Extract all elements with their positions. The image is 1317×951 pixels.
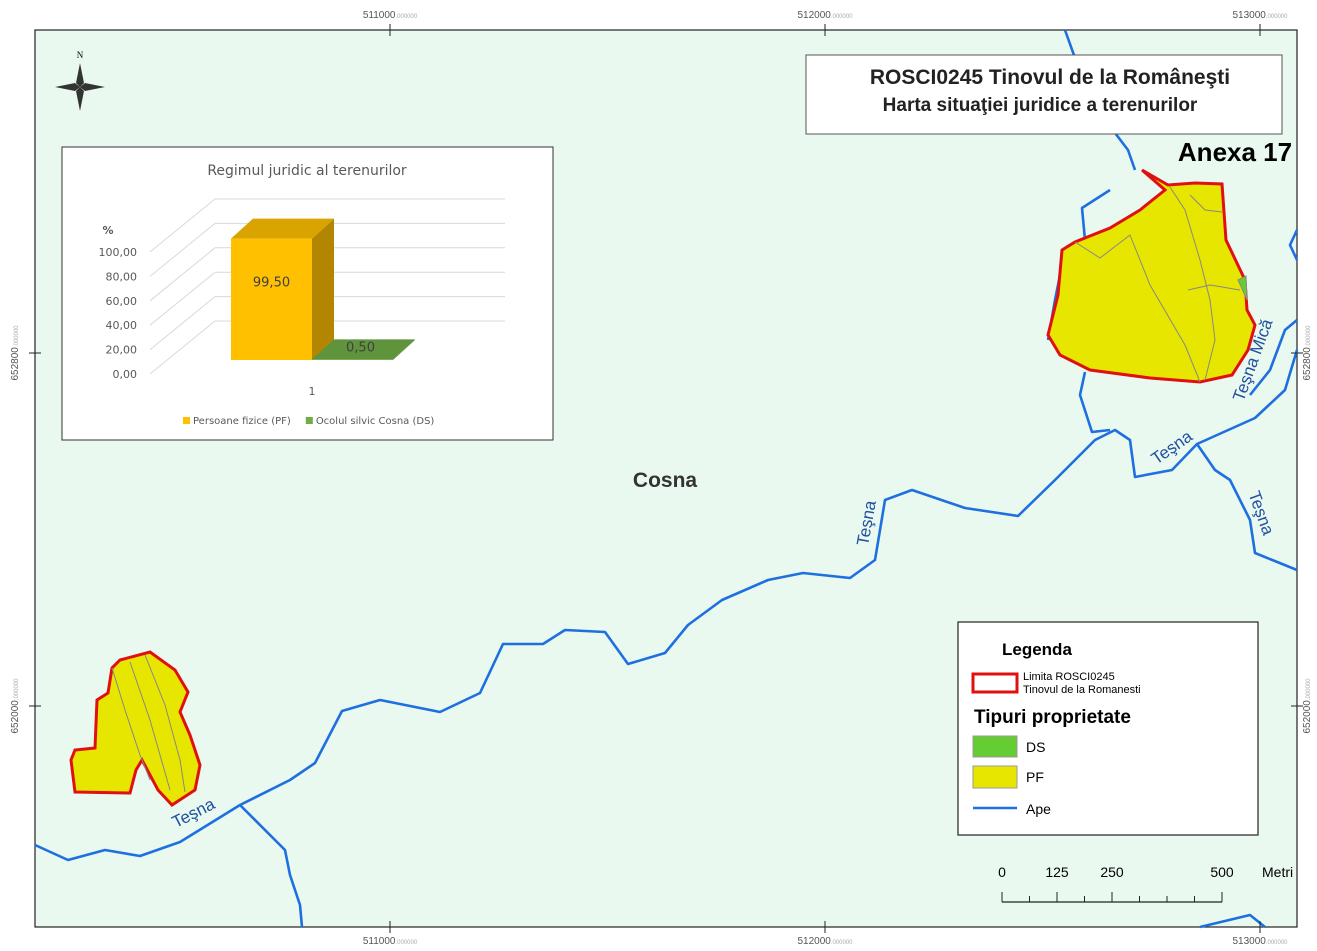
rivers [34,29,1299,929]
title-box: ROSCI0245 Tinovul de la Româneşti Harta … [805,54,1283,135]
scale-label: 0 [998,864,1006,880]
scale-bar: Metri 0 125 250 500 [998,864,1293,903]
scale-label: 250 [1100,864,1124,880]
bar-top [312,339,415,360]
value-label: 99,50 [253,276,290,291]
x-coord: 512000.000000 [797,10,853,21]
y-coord: 652000.000000 [10,678,21,734]
y-tick-label: 20,00 [106,344,138,357]
map-title: ROSCI0245 Tinovul de la Româneşti [870,66,1230,89]
compass: N [55,50,105,111]
value-label: 0,50 [346,340,375,355]
legend-title: Legenda [1002,640,1072,659]
north-label: N [77,50,84,60]
scale-unit: Metri [1262,864,1293,880]
legend: Legenda Limita ROSCI0245 Tinovul de la R… [957,621,1259,836]
legend-text: DS [1026,739,1045,755]
y-coord: 652000.000000 [1302,678,1313,734]
legend-subtitle: Tipuri proprietate [974,707,1131,728]
grid-line [149,247,505,302]
y-tick-label: 40,00 [106,319,138,332]
y-tick-label: 60,00 [106,295,138,308]
x-coord: 511000.000000 [363,936,418,947]
scale-label: 125 [1045,864,1069,880]
y-tick-label: 0,00 [113,368,138,381]
legend-label: Persoane fizice (PF) [193,416,291,427]
coordinates: 511000.000000 512000.000000 513000.00000… [10,10,1313,947]
bar [231,238,312,360]
bar-side [393,339,415,360]
legend-text: Tinovul de la Romanesti [1023,684,1141,696]
legend-swatch [305,417,313,424]
x-coord: 512000.000000 [797,936,853,947]
grid-line [149,222,505,277]
inset-chart: Regimul juridic al terenurilor % 0,00 20,… [61,146,554,441]
x-coord: 511000.000000 [363,10,418,21]
grid-line [149,296,505,350]
x-coord: 513000.000000 [1232,936,1288,947]
place-name: Cosna [633,469,698,492]
x-coord: 513000.000000 [1232,10,1288,21]
y-tick-label: 100,00 [99,246,138,259]
legend-text: Ape [1026,801,1051,817]
legend-label: Ocolul silvic Cosna (DS) [316,416,435,427]
parcels [69,168,1257,807]
y-tick-label: 80,00 [106,270,138,283]
bar-side [312,218,334,360]
chart-title: Regimul juridic al terenurilor [207,163,407,179]
legend-text: Limita ROSCI0245 [1023,671,1115,683]
legend-swatch [183,417,190,424]
bar [312,359,393,360]
y-coord: 652800.000000 [10,325,21,381]
grid-line [149,320,505,375]
annex: Anexa 17 [1178,137,1292,167]
grid-line [149,271,505,326]
grid-line [149,198,505,253]
x-tick-label: 1 [309,385,316,398]
y-coord: 652800.000000 [1302,325,1313,381]
legend-text: PF [1026,769,1044,785]
y-axis-label: % [102,224,113,237]
scale-label: 500 [1210,864,1234,880]
map-subtitle: Harta situaţiei juridice a terenurilor [883,95,1198,116]
bar-top [231,218,334,239]
